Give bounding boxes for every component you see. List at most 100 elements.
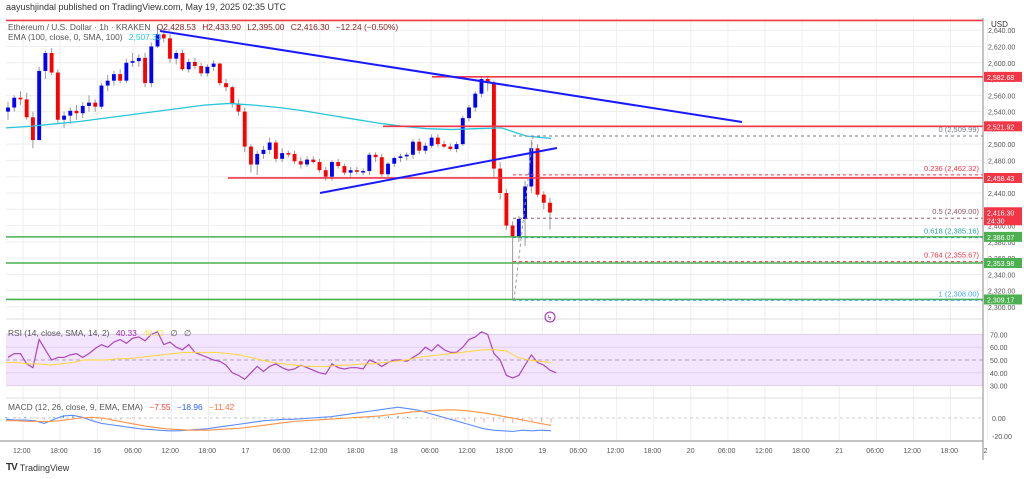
candle xyxy=(404,154,409,157)
candle xyxy=(311,159,316,163)
price-tick: 2,380.00 xyxy=(988,240,1015,247)
candle xyxy=(105,80,110,86)
price-chart[interactable]: 0 (2,509.99) 0.236 (2,462.32) 0.5 (2,409.0… xyxy=(0,16,1024,460)
candle xyxy=(423,145,428,151)
price-badge xyxy=(984,172,1022,183)
candle xyxy=(411,141,415,155)
candle xyxy=(541,194,546,203)
price-badge xyxy=(984,257,1022,268)
time-tick: 18:00 xyxy=(50,448,68,455)
candle xyxy=(354,170,359,172)
tradingview-logo[interactable]: TV TradingView xyxy=(6,462,69,473)
time-tick: 12:00 xyxy=(903,448,921,455)
macd-signal-value: −11.42 xyxy=(209,402,235,412)
price-badge xyxy=(984,121,1022,132)
svg-text:24:30: 24:30 xyxy=(987,218,1005,225)
time-tick: 18:00 xyxy=(644,448,662,455)
time-tick: 18:00 xyxy=(495,448,513,455)
candle xyxy=(330,162,334,177)
candle xyxy=(124,62,129,81)
svg-text:40.00: 40.00 xyxy=(990,371,1008,378)
macd-line-value: −18.96 xyxy=(176,402,203,412)
candle xyxy=(155,34,160,47)
rsi-sma-value: 48.23 xyxy=(143,328,165,338)
candle xyxy=(267,142,272,150)
change-value: −12.24 (−0.50%) xyxy=(335,22,399,32)
price-tick: 2,340.00 xyxy=(988,272,1015,279)
candle xyxy=(323,170,328,177)
time-tick: 12:00 xyxy=(161,448,179,455)
svg-text:2,386.07: 2,386.07 xyxy=(987,235,1014,242)
candle xyxy=(504,192,509,226)
time-tick: 06:00 xyxy=(570,448,588,455)
candle xyxy=(460,118,465,145)
price-tick: 2,400.00 xyxy=(988,224,1015,231)
candle xyxy=(6,107,10,112)
candle xyxy=(548,202,552,213)
candle xyxy=(199,66,204,74)
time-tick: 16 xyxy=(93,448,101,455)
candle xyxy=(168,38,172,59)
candle xyxy=(49,52,54,73)
candle xyxy=(55,72,60,120)
tradingview-mark-icon: TV xyxy=(6,462,18,473)
svg-text:30.00: 30.00 xyxy=(990,384,1008,391)
candle xyxy=(280,153,285,159)
price-tick: 2,620.00 xyxy=(988,44,1015,51)
candle xyxy=(149,46,154,84)
currency-label[interactable]: USD xyxy=(991,20,1008,29)
candle xyxy=(336,162,341,167)
ema-label[interactable]: EMA (100, close, 0, SMA, 100) xyxy=(8,32,123,42)
price-badge xyxy=(984,294,1022,305)
candle xyxy=(224,83,228,88)
candle xyxy=(43,52,48,71)
rsi-legend: RSI (14, close, SMA, 14, 2) 40.33 48.23 … xyxy=(8,328,195,338)
price-tick: 2,480.00 xyxy=(988,158,1015,165)
event-lightning-icon xyxy=(544,311,556,323)
candle xyxy=(448,146,453,150)
time-tick: 12:00 xyxy=(310,448,328,455)
close-value: C2,416.30 xyxy=(290,22,330,32)
candle xyxy=(373,154,378,158)
svg-text:60.00: 60.00 xyxy=(990,345,1008,352)
candle xyxy=(174,52,179,59)
rsi-value: 40.33 xyxy=(115,328,137,338)
fib-level-label: 0.5 (2,409.00) xyxy=(932,207,979,216)
time-tick: 12:00 xyxy=(13,448,31,455)
candle xyxy=(479,79,484,94)
time-tick: 21 xyxy=(835,448,843,455)
candle xyxy=(429,137,434,146)
rsi-extra-2: ∅ xyxy=(184,328,192,338)
price-tick: 2,320.00 xyxy=(988,289,1015,296)
candle xyxy=(386,163,390,175)
candle xyxy=(535,148,540,195)
macd-label[interactable]: MACD (12, 26, close, 9, EMA, EMA) xyxy=(8,402,143,412)
candle xyxy=(392,157,397,164)
candle xyxy=(99,85,104,107)
candle xyxy=(205,66,210,74)
time-tick: 2 xyxy=(984,448,988,455)
candle xyxy=(80,105,85,114)
price-tick: 2,500.00 xyxy=(988,142,1015,149)
candle xyxy=(93,102,98,107)
candle xyxy=(516,219,521,237)
time-tick: 06:00 xyxy=(273,448,291,455)
candle xyxy=(261,149,266,154)
price-badge xyxy=(984,71,1022,82)
candle xyxy=(467,107,471,119)
svg-text:2,416.30: 2,416.30 xyxy=(987,210,1014,217)
candle xyxy=(442,144,447,147)
rsi-extra-1: ∅ xyxy=(170,328,178,338)
time-tick: 20 xyxy=(687,448,695,455)
rsi-label[interactable]: RSI (14, close, SMA, 14, 2) xyxy=(8,328,110,338)
fib-level-label: 0 (2,509.99) xyxy=(939,125,980,134)
candle xyxy=(348,170,353,173)
macd-legend: MACD (12, 26, close, 9, EMA, EMA) −7.55 … xyxy=(8,402,238,412)
time-tick: 18:00 xyxy=(792,448,810,455)
fib-level-label: 1 (2,308.00) xyxy=(939,289,980,298)
symbol-name[interactable]: Ethereum / U.S. Dollar · 1h · KRAKEN xyxy=(8,22,151,32)
svg-text:-20.00: -20.00 xyxy=(992,434,1012,441)
time-tick: 18 xyxy=(390,448,398,455)
candle xyxy=(211,63,216,67)
time-tick: 06:00 xyxy=(718,448,736,455)
